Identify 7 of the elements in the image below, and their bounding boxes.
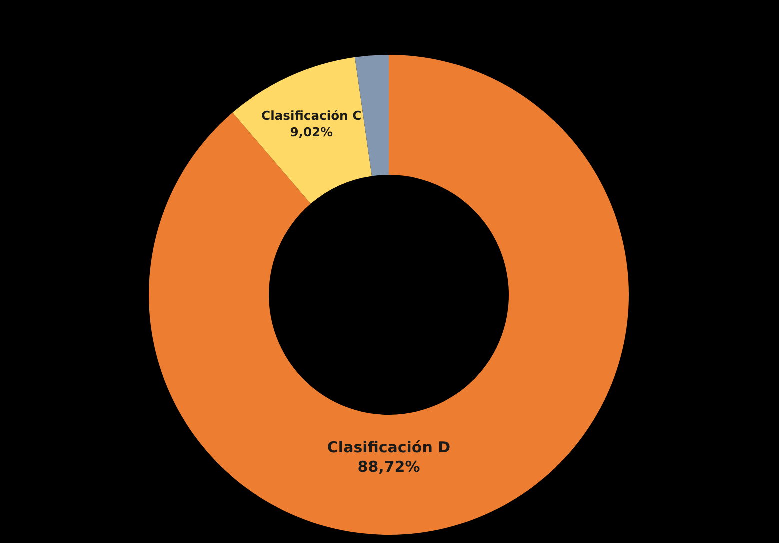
slice-label: Clasificación C (262, 109, 362, 124)
slice-label: Clasificación D (327, 438, 451, 456)
donut-slice (232, 57, 372, 204)
data-label: 9,02% (290, 125, 334, 140)
data-label: 88,72% (358, 458, 420, 476)
donut-slice (149, 55, 629, 535)
donut-slice (355, 55, 389, 176)
